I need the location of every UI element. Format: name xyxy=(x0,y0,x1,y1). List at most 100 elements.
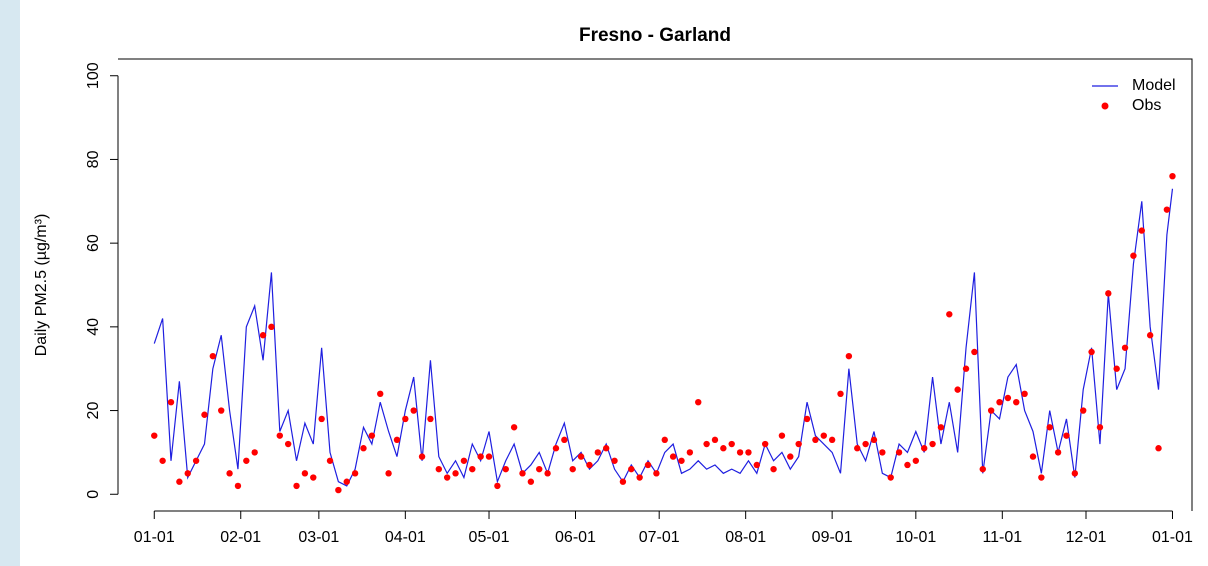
chart-title: Fresno - Garland xyxy=(579,25,731,46)
obs-point xyxy=(469,465,476,473)
y-axis-label: Daily PM2.5 (µg/m³) xyxy=(33,214,50,357)
obs-point xyxy=(937,424,945,431)
obs-point xyxy=(485,453,493,460)
obs-point xyxy=(611,457,618,464)
obs-point xyxy=(962,365,970,372)
obs-point xyxy=(167,398,175,406)
obs-point xyxy=(1155,445,1162,452)
obs-point xyxy=(402,415,409,423)
obs-point xyxy=(1071,470,1079,477)
obs-point xyxy=(695,398,702,406)
legend-dot xyxy=(1101,102,1109,110)
obs-point xyxy=(192,457,200,464)
obs-point xyxy=(1169,172,1176,180)
obs-point xyxy=(284,440,292,448)
obs-point xyxy=(1113,365,1120,372)
obs-point xyxy=(879,449,886,456)
obs-point xyxy=(377,390,384,398)
obs-point xyxy=(326,457,334,464)
obs-point xyxy=(427,415,434,423)
obs-point xyxy=(276,432,283,439)
obs-point xyxy=(812,436,819,444)
obs-point xyxy=(159,457,166,464)
obs-point xyxy=(351,470,359,477)
obs-point xyxy=(912,457,920,464)
panel xyxy=(20,0,1208,566)
obs-point xyxy=(711,436,719,444)
obs-point xyxy=(661,436,668,444)
obs-point xyxy=(761,440,769,448)
obs-point xyxy=(1138,227,1145,234)
obs-point xyxy=(494,482,501,490)
x-tick-label: 10-01 xyxy=(895,529,936,546)
obs-point xyxy=(787,453,794,460)
obs-point xyxy=(443,474,451,481)
obs-point xyxy=(293,482,300,490)
obs-point xyxy=(828,436,836,444)
obs-point xyxy=(268,323,275,331)
obs-point xyxy=(753,461,761,469)
x-tick-label: 11-01 xyxy=(982,529,1022,546)
obs-point xyxy=(820,432,827,439)
obs-point xyxy=(335,486,342,494)
x-tick-label: 05-01 xyxy=(469,529,510,546)
obs-point xyxy=(201,411,208,418)
obs-point xyxy=(1146,332,1154,339)
obs-point xyxy=(184,470,191,477)
obs-point xyxy=(318,415,325,423)
obs-point xyxy=(502,465,509,473)
obs-point xyxy=(1021,390,1028,398)
obs-point xyxy=(259,332,267,339)
x-tick-label: 01-01 xyxy=(134,529,175,546)
obs-point xyxy=(527,478,535,485)
obs-point xyxy=(778,432,786,439)
obs-point xyxy=(803,415,811,423)
legend-label: Obs xyxy=(1132,97,1161,114)
obs-point xyxy=(243,457,250,464)
obs-point xyxy=(720,445,727,452)
obs-point xyxy=(895,449,903,456)
obs-point xyxy=(477,453,484,460)
obs-point xyxy=(360,445,367,452)
obs-point xyxy=(460,457,468,464)
obs-point xyxy=(862,440,869,448)
obs-point xyxy=(510,424,518,431)
obs-point xyxy=(653,470,660,477)
y-tick-label: 0 xyxy=(85,490,102,499)
obs-point xyxy=(393,436,401,444)
obs-point xyxy=(946,311,953,318)
x-tick-label: 01-01 xyxy=(1152,529,1193,546)
obs-point xyxy=(979,465,986,473)
obs-point xyxy=(544,470,551,477)
obs-point xyxy=(410,407,417,414)
model-line xyxy=(153,188,1174,487)
obs-point xyxy=(310,474,317,481)
obs-point xyxy=(669,453,677,460)
obs-point xyxy=(368,432,376,439)
obs-point xyxy=(845,352,853,360)
legend-label: Model xyxy=(1132,77,1176,94)
x-tick-label: 02-01 xyxy=(220,529,261,546)
obs-point xyxy=(1046,424,1053,431)
y-tick-label: 60 xyxy=(85,234,102,252)
obs-point xyxy=(1121,344,1129,351)
x-tick-label: 06-01 xyxy=(555,529,596,546)
obs-point xyxy=(343,478,350,485)
obs-point xyxy=(644,461,652,469)
obs-point xyxy=(636,474,643,481)
obs-point xyxy=(1163,206,1171,213)
obs-point xyxy=(1130,252,1137,259)
obs-point xyxy=(151,432,158,439)
obs-point xyxy=(904,461,911,469)
obs-point xyxy=(1013,398,1020,406)
obs-point xyxy=(226,470,233,477)
obs-point xyxy=(1063,432,1070,439)
obs-point xyxy=(1096,424,1104,431)
obs-point xyxy=(176,478,183,485)
obs-point xyxy=(561,436,568,444)
obs-point xyxy=(1004,394,1012,402)
obs-point xyxy=(1105,290,1112,297)
obs-point xyxy=(887,474,894,481)
